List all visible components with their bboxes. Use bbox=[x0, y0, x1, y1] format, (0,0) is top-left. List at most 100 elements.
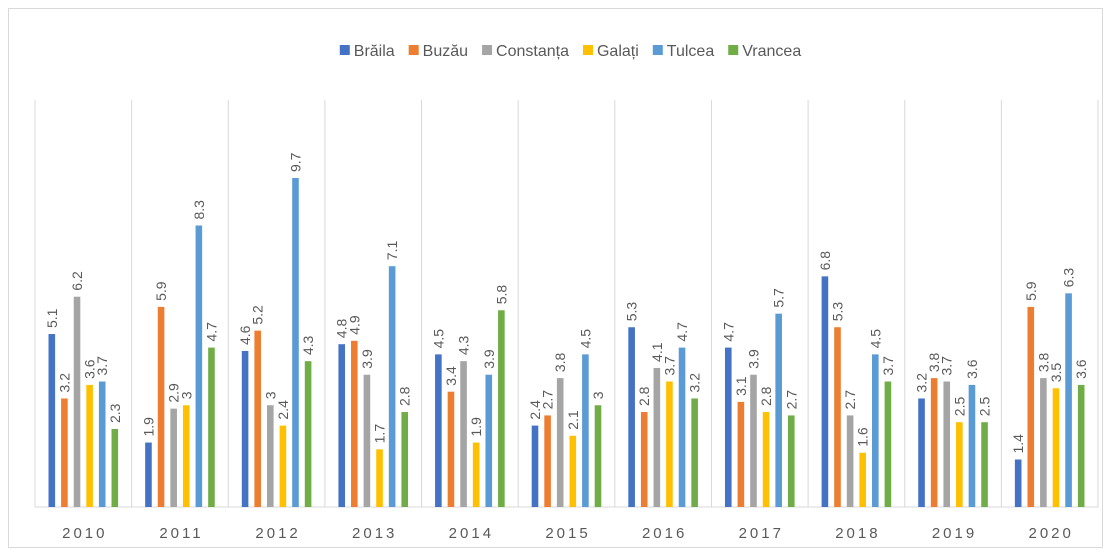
data-label: 8.3 bbox=[191, 200, 207, 220]
bar bbox=[157, 306, 165, 507]
data-label: 3.9 bbox=[745, 349, 761, 369]
data-label: 3.6 bbox=[82, 359, 98, 379]
data-label: 4.7 bbox=[674, 322, 690, 342]
bar bbox=[1014, 459, 1022, 507]
data-label: 2.8 bbox=[636, 386, 652, 406]
x-tick-label: 2010 bbox=[62, 525, 107, 542]
bar bbox=[1040, 378, 1047, 507]
data-label: 3 bbox=[178, 391, 194, 399]
data-label: 4.8 bbox=[334, 319, 350, 339]
legend-label: Galați bbox=[597, 43, 639, 60]
bar bbox=[544, 415, 551, 507]
data-label: 4.7 bbox=[720, 322, 736, 342]
data-label: 1.7 bbox=[372, 424, 388, 444]
data-label: 2.7 bbox=[783, 390, 799, 410]
bar bbox=[582, 354, 589, 507]
bar bbox=[292, 178, 299, 507]
data-label: 3.7 bbox=[880, 356, 896, 376]
legend-label: Buzău bbox=[423, 43, 468, 60]
bar bbox=[930, 378, 938, 507]
data-label: 3.2 bbox=[914, 373, 930, 393]
data-label: 6.3 bbox=[1061, 268, 1077, 288]
data-label: 4.5 bbox=[867, 329, 883, 349]
bar bbox=[376, 449, 383, 507]
data-label: 3.9 bbox=[481, 349, 497, 369]
data-label: 2.4 bbox=[275, 400, 291, 420]
bar bbox=[145, 442, 152, 507]
data-label: 2.3 bbox=[107, 403, 123, 423]
data-label: 5.2 bbox=[250, 305, 266, 325]
x-tick-label: 2018 bbox=[835, 525, 880, 542]
bar bbox=[170, 408, 177, 507]
bar bbox=[73, 296, 81, 507]
data-label: 5.8 bbox=[493, 285, 509, 305]
data-label: 3.2 bbox=[56, 373, 72, 393]
data-label: 2.4 bbox=[527, 400, 543, 420]
bar bbox=[472, 442, 480, 507]
bar bbox=[435, 354, 442, 507]
bar bbox=[61, 398, 68, 507]
bar bbox=[775, 313, 782, 507]
bar bbox=[569, 435, 577, 507]
bar bbox=[724, 347, 732, 507]
bar bbox=[208, 347, 215, 507]
data-label: 1.4 bbox=[1010, 434, 1026, 454]
bar bbox=[653, 367, 661, 507]
data-label: 5.1 bbox=[44, 308, 60, 328]
x-tick-label: 2015 bbox=[545, 525, 590, 542]
bar bbox=[884, 381, 892, 507]
x-tick-label: 2013 bbox=[352, 525, 397, 542]
data-label: 4.5 bbox=[430, 329, 446, 349]
data-label: 7.1 bbox=[384, 241, 400, 261]
data-label: 3.4 bbox=[443, 366, 459, 386]
data-label: 4.9 bbox=[346, 315, 362, 335]
data-label: 5.3 bbox=[830, 302, 846, 322]
bar bbox=[98, 381, 106, 507]
bar bbox=[498, 310, 505, 507]
legend-label: Constanța bbox=[496, 43, 569, 60]
data-label: 3.8 bbox=[926, 352, 942, 372]
data-label: 4.1 bbox=[649, 342, 665, 362]
data-label: 4.3 bbox=[300, 335, 316, 355]
bar bbox=[737, 401, 745, 507]
data-label: 6.8 bbox=[817, 251, 833, 271]
bar bbox=[401, 412, 409, 507]
data-label: 2.5 bbox=[951, 397, 967, 417]
bar bbox=[111, 428, 119, 507]
bar bbox=[666, 381, 673, 507]
bar bbox=[363, 374, 371, 507]
data-label: 3.9 bbox=[359, 349, 375, 369]
bar bbox=[254, 330, 261, 507]
data-label: 2.7 bbox=[540, 390, 556, 410]
x-tick-label: 2012 bbox=[255, 525, 300, 542]
data-label: 4.5 bbox=[577, 329, 593, 349]
x-tick-label: 2014 bbox=[449, 525, 494, 542]
legend-swatch bbox=[408, 45, 419, 55]
x-tick-label: 2011 bbox=[159, 525, 203, 542]
data-label: 4.3 bbox=[456, 335, 472, 355]
bar bbox=[1077, 384, 1085, 507]
data-label: 3.2 bbox=[687, 373, 703, 393]
data-label: 3.6 bbox=[964, 359, 980, 379]
data-label: 3.8 bbox=[1035, 352, 1051, 372]
data-label: 4.7 bbox=[203, 322, 219, 342]
data-label: 6.2 bbox=[69, 271, 85, 291]
x-tick-label: 2020 bbox=[1028, 525, 1073, 542]
legend-label: Tulcea bbox=[667, 43, 715, 60]
legend-swatch bbox=[652, 45, 663, 55]
bar bbox=[1027, 306, 1035, 507]
x-tick-label: 2017 bbox=[739, 525, 784, 542]
data-label: 2.1 bbox=[565, 410, 581, 430]
data-label: 3 bbox=[262, 391, 278, 399]
legend-swatch bbox=[482, 45, 493, 55]
legend-swatch bbox=[339, 45, 350, 55]
legend-label: Brăila bbox=[354, 43, 395, 60]
data-label: 2.5 bbox=[977, 397, 993, 417]
bar bbox=[859, 452, 867, 507]
bar bbox=[531, 425, 539, 507]
bar bbox=[48, 334, 56, 507]
bar bbox=[834, 327, 841, 507]
data-label: 5.3 bbox=[624, 302, 640, 322]
legend-swatch bbox=[728, 45, 739, 55]
